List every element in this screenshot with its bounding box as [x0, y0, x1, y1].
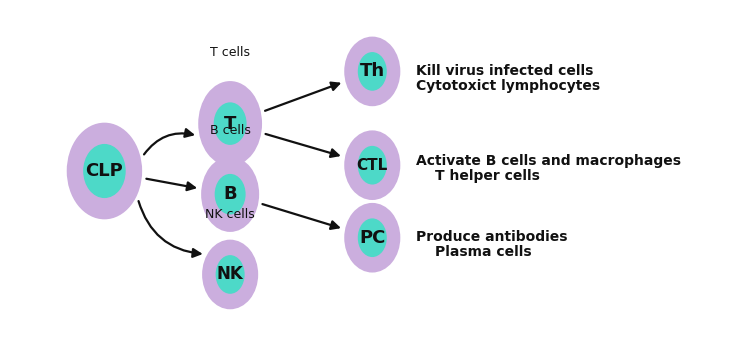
Text: CLP: CLP — [86, 162, 124, 180]
Text: Produce antibodies: Produce antibodies — [416, 230, 568, 244]
Text: NK: NK — [217, 265, 243, 284]
Ellipse shape — [357, 52, 387, 91]
Ellipse shape — [67, 123, 142, 219]
Text: PC: PC — [359, 229, 386, 247]
Ellipse shape — [202, 240, 258, 309]
Ellipse shape — [201, 157, 259, 232]
Text: Kill virus infected cells: Kill virus infected cells — [416, 64, 593, 78]
Text: T: T — [224, 115, 236, 133]
Text: CTL: CTL — [357, 158, 388, 173]
Ellipse shape — [357, 146, 387, 185]
Text: Plasma cells: Plasma cells — [435, 246, 532, 260]
Text: T helper cells: T helper cells — [435, 169, 540, 183]
Ellipse shape — [344, 37, 400, 106]
Ellipse shape — [198, 81, 262, 166]
Text: T cells: T cells — [210, 46, 250, 59]
Text: B: B — [223, 185, 237, 203]
Text: NK cells: NK cells — [205, 208, 255, 221]
Ellipse shape — [215, 255, 245, 294]
Text: Activate B cells and macrophages: Activate B cells and macrophages — [416, 154, 681, 168]
Ellipse shape — [83, 144, 126, 198]
Ellipse shape — [214, 102, 246, 145]
Ellipse shape — [357, 219, 387, 257]
Text: Th: Th — [360, 62, 385, 80]
Ellipse shape — [344, 130, 400, 200]
Ellipse shape — [344, 203, 400, 273]
Text: Cytotoxict lymphocytes: Cytotoxict lymphocytes — [416, 79, 600, 93]
Text: B cells: B cells — [209, 124, 251, 137]
Ellipse shape — [215, 174, 246, 214]
